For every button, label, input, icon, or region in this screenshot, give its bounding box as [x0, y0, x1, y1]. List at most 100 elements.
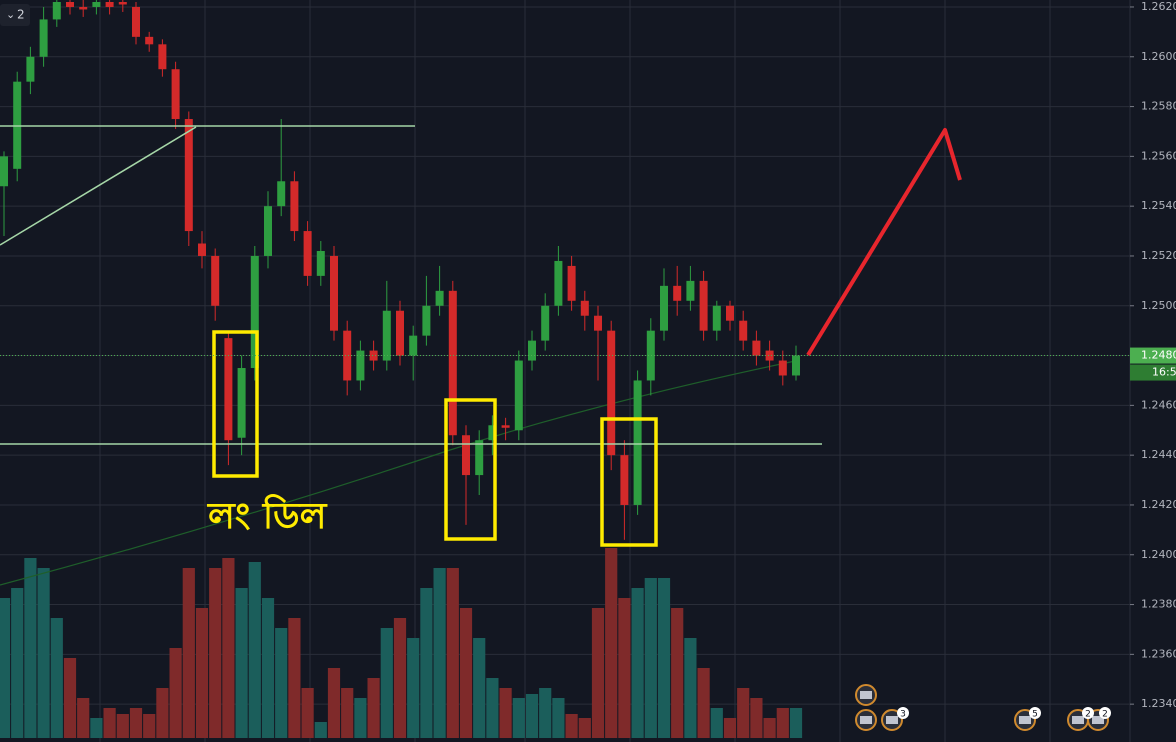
highlight-box — [212, 330, 259, 478]
volume-bar — [789, 708, 803, 738]
candle-body — [198, 243, 206, 256]
event-flag-stripes — [886, 716, 898, 724]
candle-body — [712, 305, 721, 331]
volume-bar — [0, 598, 11, 738]
event-count: 3 — [900, 710, 906, 720]
volume-bar — [222, 558, 235, 738]
volume-bar — [631, 588, 644, 738]
candle-body — [726, 305, 734, 321]
candle-body — [488, 425, 497, 441]
volume-bar — [433, 568, 446, 738]
candle-body — [316, 250, 325, 276]
volume-bar — [103, 708, 116, 738]
countdown: 16:5 — [1152, 366, 1176, 379]
volume-bar — [697, 668, 710, 738]
volume-bar — [63, 658, 77, 738]
countdown-box — [1130, 364, 1176, 381]
event-count-badge — [1029, 707, 1041, 719]
candle-body — [66, 1, 74, 7]
volume-bar — [591, 608, 605, 738]
annotation: লং ডিল — [206, 494, 328, 537]
volume-bar — [459, 608, 473, 738]
candle-body — [646, 330, 655, 381]
volume-bar — [763, 718, 776, 738]
trend-line — [0, 126, 197, 246]
volume-bar — [657, 578, 671, 738]
volume-bar — [420, 588, 433, 738]
candle-body — [303, 231, 312, 276]
volume-bar — [169, 648, 182, 738]
volume-bar — [275, 628, 288, 738]
volume-bar — [77, 698, 90, 738]
candle-body — [765, 350, 774, 361]
event-count: 5 — [1032, 710, 1038, 720]
candle-body — [237, 368, 246, 438]
volume-bar — [723, 718, 737, 738]
candles — [0, 0, 800, 540]
volume-bar — [512, 698, 525, 738]
candle-body — [145, 36, 154, 45]
candle-body — [79, 6, 88, 10]
candle-body — [158, 44, 167, 70]
highlight-box — [600, 417, 658, 547]
volume-bar — [129, 708, 143, 738]
volume-bar — [261, 598, 275, 738]
volume-bar — [393, 618, 407, 738]
y-tick-label: 1.2540 — [1141, 199, 1176, 212]
event-flag-stripes — [1072, 716, 1084, 724]
volume-bar — [552, 698, 565, 738]
y-tick-label: 1.2520 — [1141, 249, 1176, 262]
volume-bar — [354, 698, 367, 738]
candle-body — [382, 310, 391, 361]
drawings — [0, 125, 822, 445]
candle-body — [343, 330, 352, 381]
candle-body — [462, 435, 470, 476]
candle-body — [409, 335, 418, 356]
candle-body — [448, 290, 457, 436]
event-flag-stripes — [860, 716, 872, 724]
candle-body — [105, 1, 114, 7]
volume-bar — [473, 638, 486, 738]
last-price-label: 1.2480 — [1141, 349, 1176, 362]
volume-bar — [11, 588, 24, 738]
event-count-badge — [897, 707, 909, 719]
y-tick-label: 1.2340 — [1141, 697, 1176, 710]
candle-body — [39, 19, 48, 57]
y-tick-label: 1.2360 — [1141, 647, 1176, 660]
candle-body — [356, 350, 365, 381]
volume-bar — [156, 688, 169, 738]
pane-badge: 2 — [17, 8, 25, 22]
volume-bar — [446, 568, 459, 738]
volume-bar — [380, 628, 393, 738]
volume-bar — [301, 688, 314, 738]
event-flag-stripes — [1019, 716, 1031, 724]
pane-badge-box[interactable] — [0, 4, 30, 26]
candle-body — [528, 340, 536, 361]
event-count-badge — [1099, 707, 1111, 719]
event-count: 2 — [1085, 710, 1091, 720]
event-flag-stripes — [1092, 716, 1104, 724]
events: 3 5 2 2 — [855, 684, 1111, 731]
volume-bar — [235, 588, 248, 738]
candle-body — [132, 6, 140, 37]
volume-bar — [314, 722, 327, 738]
candle-body — [778, 360, 787, 376]
volume-bar — [618, 598, 631, 738]
volume-bar — [248, 562, 261, 738]
volume-bar — [341, 688, 354, 738]
candle-body — [567, 265, 576, 301]
volume-bar — [605, 548, 618, 738]
volume-bar — [407, 638, 420, 738]
volume-bar — [710, 708, 723, 738]
candle-body — [514, 360, 523, 431]
volume-bar — [539, 688, 552, 738]
candle-body — [435, 290, 444, 306]
volume-bar — [24, 558, 37, 738]
volume-bar — [182, 568, 195, 738]
candle-body — [501, 425, 510, 428]
volume-bar — [499, 688, 512, 738]
event-count-badge — [1082, 707, 1094, 719]
highlight-boxes — [212, 330, 658, 547]
